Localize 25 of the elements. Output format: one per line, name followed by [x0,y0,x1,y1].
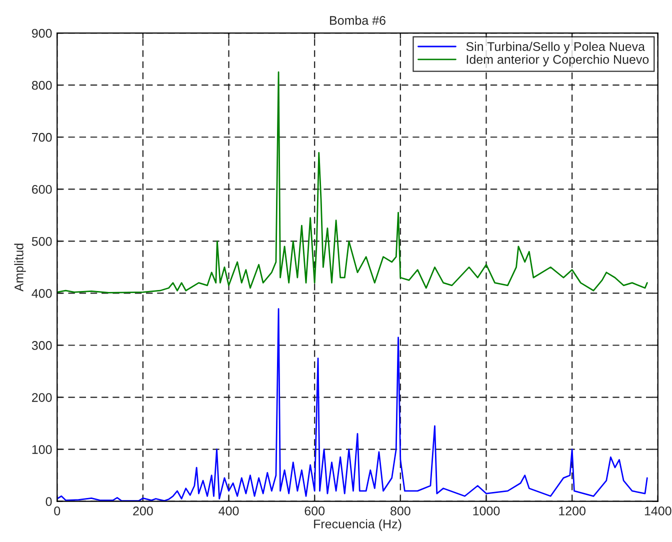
y-tick-label: 600 [32,184,52,194]
x-tick-label: 600 [304,506,325,516]
x-tick-label: 400 [218,506,239,516]
y-tick-label: 900 [32,28,52,38]
line-series [57,308,648,502]
y-axis-title: Amplitud [14,244,26,292]
x-tick-label: 1400 [644,506,672,516]
y-tick-label: 300 [32,341,52,350]
y-tick-label: 500 [32,236,52,246]
line-series [57,71,648,294]
legend-label: Sin Turbina/Sello y Polea Nueva [466,42,645,54]
chart-title: Bomba #6 [330,16,386,25]
y-tick-label: 400 [32,289,52,298]
y-tick-label: 800 [32,80,52,90]
x-tick-label: 1000 [473,506,500,516]
x-tick-label: 800 [390,506,410,516]
y-tick-label: 200 [32,393,52,402]
x-tick-label: 0 [54,506,60,516]
y-tick-label: 0 [46,497,52,506]
x-tick-label: 200 [133,506,153,516]
legend-label: Idem anterior y Coperchio Nuevo [466,54,649,66]
x-tick-label: 1200 [559,506,586,516]
x-axis-title: Frecuencia (Hz) [314,519,402,531]
y-tick-label: 100 [32,445,52,454]
y-tick-label: 700 [32,132,52,142]
